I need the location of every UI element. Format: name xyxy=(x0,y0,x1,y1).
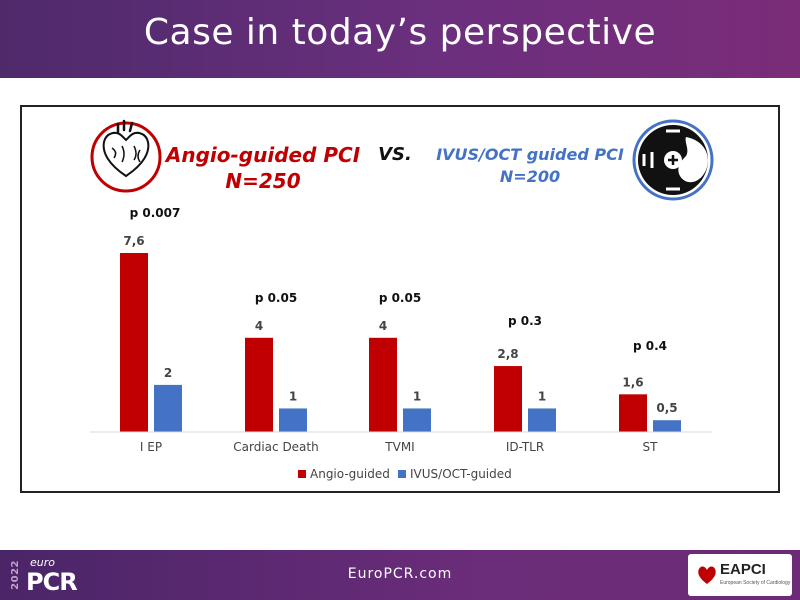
p-value-1: p 0.05 xyxy=(255,291,297,305)
data-label-angio-4: 1,6 xyxy=(622,375,643,389)
slide-title: Case in today’s perspective xyxy=(143,12,657,53)
bar-angio-1 xyxy=(245,337,273,432)
ivus-catheter-icon xyxy=(632,119,714,201)
bar-ivus-3 xyxy=(528,408,556,432)
data-label-ivus-4: 0,5 xyxy=(656,401,677,415)
category-label-2: TVMI xyxy=(384,440,414,454)
data-label-angio-0: 7,6 xyxy=(123,234,144,248)
p-value-2: p 0.05 xyxy=(379,291,421,305)
logo-pcr: PCR xyxy=(26,568,78,596)
left-title: Angio-guided PCI xyxy=(164,143,361,167)
category-label-0: I EP xyxy=(140,440,162,454)
data-label-ivus-2: 1 xyxy=(413,389,421,403)
legend-label-ivus: IVUS/OCT-guided xyxy=(410,467,512,481)
eapci-heart-icon xyxy=(698,566,716,584)
right-n: N=200 xyxy=(500,167,560,186)
legend: Angio-guided IVUS/OCT-guided xyxy=(298,467,512,481)
footer-url[interactable]: EuroPCR.com xyxy=(347,566,453,582)
data-label-ivus-1: 1 xyxy=(289,389,297,403)
data-label-angio-1: 4 xyxy=(255,319,263,333)
data-label-ivus-3: 1 xyxy=(538,389,546,403)
legend-label-angio: Angio-guided xyxy=(310,467,390,481)
eapci-logo: EAPCI European Society of Cardiology xyxy=(688,554,792,596)
right-title: IVUS/OCT guided PCI xyxy=(436,145,624,164)
data-label-angio-2: 4 xyxy=(379,319,387,333)
bar-angio-0 xyxy=(120,253,148,432)
heart-icon xyxy=(90,119,162,193)
category-label-4: ST xyxy=(643,440,659,454)
legend-swatch-angio xyxy=(298,470,306,478)
bar-ivus-2 xyxy=(403,408,431,432)
p-value-0: p 0.007 xyxy=(130,206,181,220)
eapci-sub-label: European Society of Cardiology xyxy=(720,580,791,586)
bar-ivus-4 xyxy=(653,420,681,432)
footer-bar: 2022 euro PCR EuroPCR.com EAPCI European… xyxy=(0,550,800,600)
bar-angio-3 xyxy=(494,366,522,432)
header-bar: Case in today’s perspective xyxy=(0,0,800,78)
data-label-ivus-0: 2 xyxy=(164,366,172,380)
data-label-angio-3: 2,8 xyxy=(497,347,518,361)
vs-label: VS. xyxy=(378,144,412,165)
p-value-4: p 0.4 xyxy=(633,339,667,353)
p-value-3: p 0.3 xyxy=(508,314,542,328)
bar-angio-4 xyxy=(619,394,647,432)
bar-ivus-0 xyxy=(154,384,182,432)
logo-euro: euro xyxy=(30,556,55,569)
bar-ivus-1 xyxy=(279,408,307,432)
europcr-logo: 2022 euro PCR xyxy=(6,554,86,598)
category-label-1: Cardiac Death xyxy=(233,440,318,454)
eapci-label: EAPCI xyxy=(720,561,766,578)
category-label-3: ID-TLR xyxy=(506,440,544,454)
bar-angio-2 xyxy=(369,337,397,432)
left-n: N=250 xyxy=(225,169,300,193)
legend-swatch-ivus xyxy=(398,470,406,478)
